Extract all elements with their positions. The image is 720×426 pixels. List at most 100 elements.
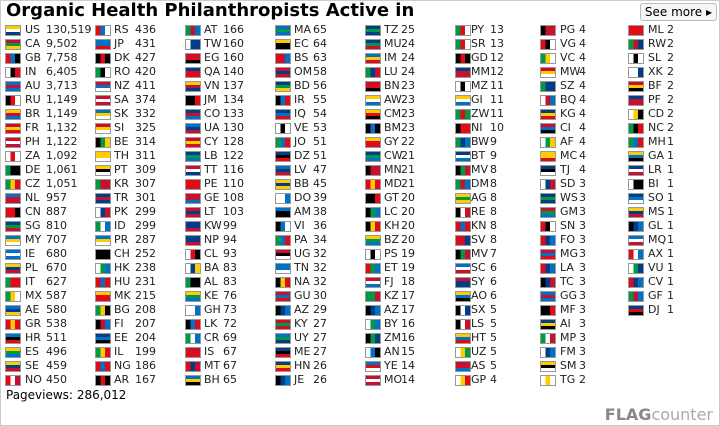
- visit-count: 24: [401, 51, 415, 64]
- country-code: BI: [648, 177, 659, 190]
- visit-count: 1: [667, 177, 674, 190]
- country-code: SD: [560, 177, 576, 190]
- country-code: NC: [648, 121, 664, 134]
- see-more-text[interactable]: See more: [644, 5, 703, 19]
- country-code: IN: [25, 65, 37, 78]
- country-code: DK: [114, 51, 130, 64]
- country-code: NO: [25, 373, 42, 386]
- flag: [455, 361, 471, 372]
- country-code: GH: [204, 303, 221, 316]
- country-code: IQ: [294, 107, 306, 120]
- flag: [5, 39, 21, 50]
- country-code: SM: [560, 359, 577, 372]
- flag: [275, 81, 291, 92]
- country-code: AI: [560, 317, 571, 330]
- visit-count: 54: [313, 107, 327, 120]
- country-code: BY: [384, 317, 398, 330]
- visit-count: 4: [579, 51, 586, 64]
- flag: [540, 81, 556, 92]
- country-code: PR: [114, 233, 129, 246]
- visit-count: 67: [223, 359, 237, 372]
- flag: [95, 207, 111, 218]
- country-code: TT: [204, 163, 218, 176]
- visit-count: 2: [667, 65, 674, 78]
- country-code: SC: [471, 261, 486, 274]
- visit-count: 21: [401, 163, 415, 176]
- visit-count: 9: [490, 135, 497, 148]
- country-code: GA: [648, 149, 665, 162]
- visit-count: 580: [46, 303, 67, 316]
- flag: [5, 221, 21, 232]
- visit-count: 116: [223, 163, 244, 176]
- visit-count: 309: [135, 163, 156, 176]
- flag: [540, 319, 556, 330]
- visit-count: 3: [579, 191, 586, 204]
- flag: [628, 25, 644, 36]
- country-code: CD: [648, 107, 665, 120]
- flag: [185, 333, 201, 344]
- flag: [275, 123, 291, 134]
- flag: [185, 305, 201, 316]
- flag: [275, 235, 291, 246]
- flag: [540, 375, 556, 386]
- visit-count: 21: [401, 149, 415, 162]
- flag: [275, 375, 291, 386]
- country-code: MD: [384, 177, 402, 190]
- flag: [365, 319, 381, 330]
- see-more[interactable]: See more ▸: [639, 3, 717, 21]
- visit-count: 17: [401, 289, 415, 302]
- visit-count: 4: [579, 79, 586, 92]
- country-code: MU: [384, 37, 402, 50]
- visit-count: 7: [490, 247, 497, 260]
- visit-count: 51: [313, 135, 327, 148]
- visit-count: 65: [313, 23, 327, 36]
- visit-count: 5: [490, 359, 497, 372]
- country-code: SL: [648, 51, 662, 64]
- visit-count: 9,502: [46, 37, 78, 50]
- visit-count: 27: [313, 345, 327, 358]
- logo[interactable]: FLAGcounter: [605, 405, 713, 424]
- country-code: FR: [25, 121, 39, 134]
- flag: [95, 25, 111, 36]
- country-code: AZ: [294, 303, 310, 316]
- country-code: SY: [471, 275, 485, 288]
- visit-count: 6: [490, 289, 497, 302]
- flag: [185, 193, 201, 204]
- flag: [95, 123, 111, 134]
- flag: [455, 95, 471, 106]
- country-code: MK: [114, 289, 131, 302]
- visit-count: 26: [313, 373, 327, 386]
- logo-counter[interactable]: counter: [651, 405, 713, 424]
- country-code: LU: [384, 65, 398, 78]
- visit-count: 3: [579, 345, 586, 358]
- country-code: BS: [294, 51, 309, 64]
- visit-count: 30: [313, 289, 327, 302]
- flag: [455, 53, 471, 64]
- flag: [540, 193, 556, 204]
- visit-count: 166: [223, 23, 244, 36]
- flag: [95, 291, 111, 302]
- country-code: MV: [471, 247, 489, 260]
- visit-count: 1,061: [46, 163, 78, 176]
- country-code: SI: [114, 121, 125, 134]
- visit-count: 238: [135, 261, 156, 274]
- country-code: PH: [25, 135, 40, 148]
- visit-count: 27: [313, 317, 327, 330]
- logo-flag[interactable]: FLAG: [604, 405, 652, 424]
- country-code: AW: [384, 93, 402, 106]
- country-code: KZ: [384, 289, 399, 302]
- country-code: PS: [384, 247, 398, 260]
- flag: [95, 361, 111, 372]
- flag: [275, 361, 291, 372]
- country-code: EG: [204, 51, 220, 64]
- flag: [275, 193, 291, 204]
- country-code: FO: [560, 233, 575, 246]
- flag: [540, 277, 556, 288]
- flag: [365, 221, 381, 232]
- country-code: AG: [471, 191, 487, 204]
- flag: [628, 263, 644, 274]
- flag: [365, 263, 381, 274]
- country-code: RO: [114, 65, 131, 78]
- visit-count: 64: [313, 37, 327, 50]
- flag: [455, 165, 471, 176]
